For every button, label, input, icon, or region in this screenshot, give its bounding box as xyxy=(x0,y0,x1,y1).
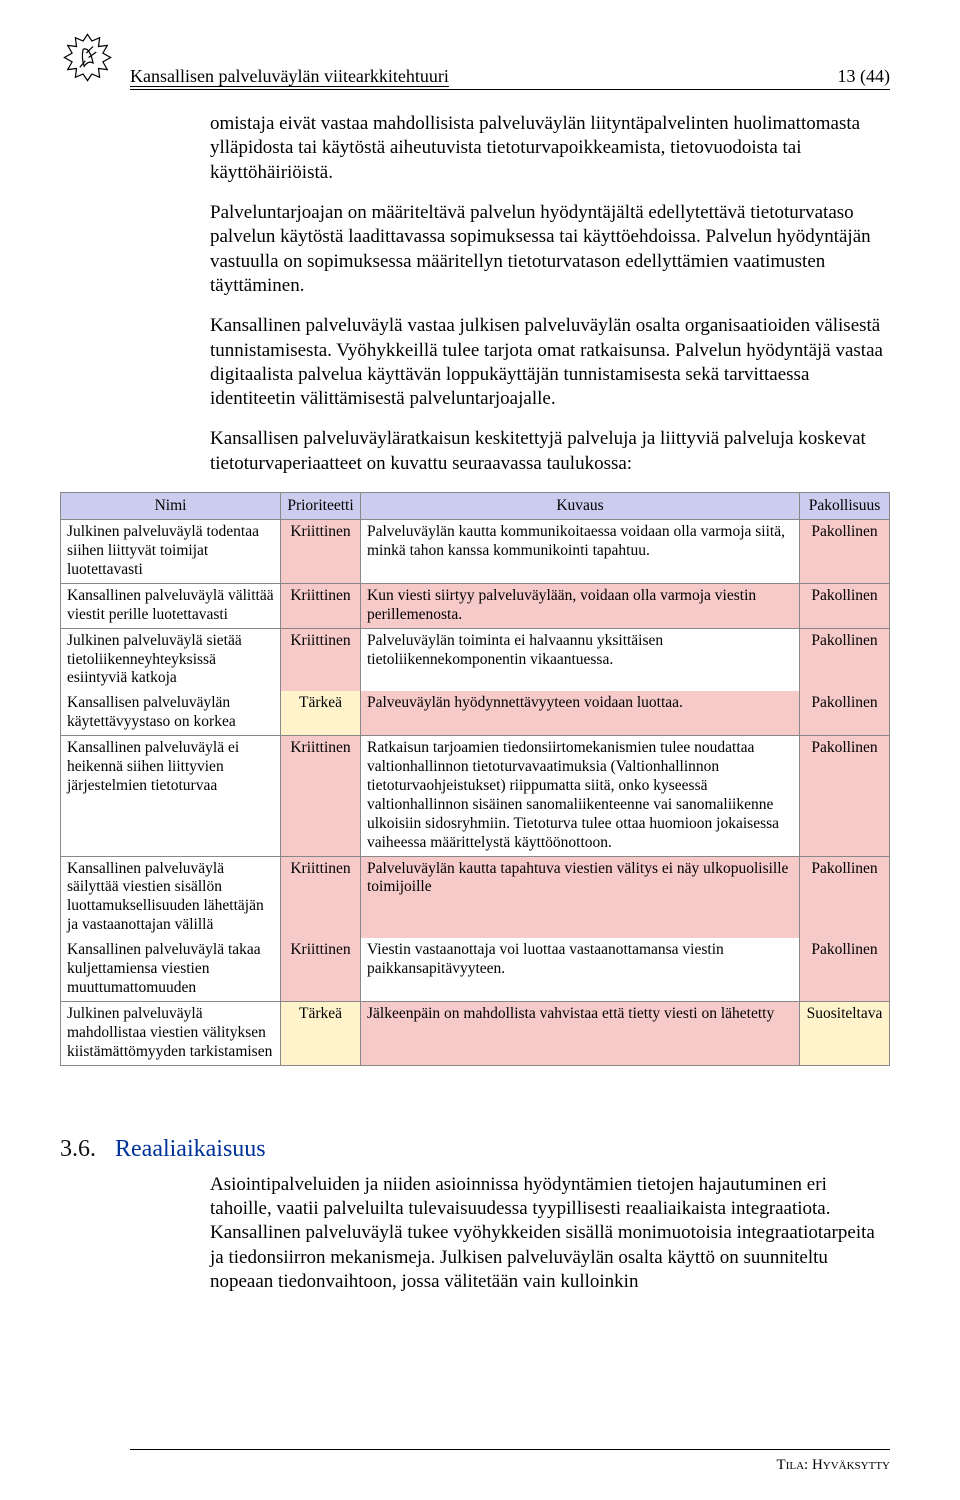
cell-pakollisuus: Pakollinen xyxy=(800,628,890,691)
cell-pakollisuus: Pakollinen xyxy=(800,583,890,628)
cell-kuvaus: Kun viesti siirtyy palveluväylään, voida… xyxy=(361,583,800,628)
footer-label: Tila: xyxy=(777,1457,812,1473)
col-header-prio: Prioriteetti xyxy=(281,493,361,520)
cell-nimi: Julkinen palveluväylä sietää tietoliiken… xyxy=(61,628,281,691)
cell-kuvaus: Palveuväylän hyödynnettävyyteen voidaan … xyxy=(361,691,800,735)
section-paragraph: Asiointipalveluiden ja niiden asioinniss… xyxy=(210,1173,890,1295)
cell-nimi: Julkinen palveluväylä mahdollistaa viest… xyxy=(61,1001,281,1065)
cell-nimi: Kansallinen palveluväylä takaa kuljettam… xyxy=(61,938,281,1001)
cell-prioriteetti: Kriittinen xyxy=(281,856,361,938)
body-paragraph: Kansallinen palveluväylä vastaa julkisen… xyxy=(210,314,890,411)
section-title: Reaaliaikaisuus xyxy=(115,1136,266,1163)
table-row: Kansallinen palveluväylä säilyttää viest… xyxy=(61,856,890,938)
table-row: Kansallisen palveluväylän käytettävyysta… xyxy=(61,691,890,735)
table-header-row: Nimi Prioriteetti Kuvaus Pakollisuus xyxy=(61,493,890,520)
cell-kuvaus: Ratkaisun tarjoamien tiedonsiirtomekanis… xyxy=(361,736,800,856)
cell-prioriteetti: Kriittinen xyxy=(281,628,361,691)
table-row: Kansallinen palveluväylä välittää viesti… xyxy=(61,583,890,628)
cell-kuvaus: Palveluväylän kautta kommunikoitaessa vo… xyxy=(361,520,800,584)
body-paragraph: Kansallisen palveluväyläratkaisun keskit… xyxy=(210,427,890,476)
cell-nimi: Kansallinen palveluväylä välittää viesti… xyxy=(61,583,281,628)
document-title: Kansallisen palveluväylän viitearkkiteht… xyxy=(130,66,449,87)
cell-kuvaus: Jälkeenpäin on mahdollista vahvistaa ett… xyxy=(361,1001,800,1065)
cell-pakollisuus: Pakollinen xyxy=(800,938,890,1001)
header-title-row: Kansallisen palveluväylän viitearkkiteht… xyxy=(130,66,890,90)
cell-pakollisuus: Pakollinen xyxy=(800,736,890,856)
table-row: Julkinen palveluväylä todentaa siihen li… xyxy=(61,520,890,584)
cell-nimi: Kansallinen palveluväylä säilyttää viest… xyxy=(61,856,281,938)
cell-pakollisuus: Suositeltava xyxy=(800,1001,890,1065)
table-row: Julkinen palveluväylä sietää tietoliiken… xyxy=(61,628,890,691)
cell-nimi: Julkinen palveluväylä todentaa siihen li… xyxy=(61,520,281,584)
section-heading: 3.6. Reaaliaikaisuus xyxy=(60,1136,890,1163)
footer-value: Hyväksytty xyxy=(812,1457,890,1473)
body-paragraph: Palveluntarjoajan on määriteltävä palvel… xyxy=(210,201,890,298)
cell-pakollisuus: Pakollinen xyxy=(800,520,890,584)
cell-pakollisuus: Pakollinen xyxy=(800,856,890,938)
col-header-nimi: Nimi xyxy=(61,493,281,520)
document-page: Kansallisen palveluväylän viitearkkiteht… xyxy=(0,0,960,1500)
body-paragraph: omistaja eivät vastaa mahdollisista palv… xyxy=(210,112,890,185)
cell-pakollisuus: Pakollinen xyxy=(800,691,890,735)
table-row: Kansallinen palveluväylä takaa kuljettam… xyxy=(61,938,890,1001)
cell-prioriteetti: Kriittinen xyxy=(281,938,361,1001)
table-row: Julkinen palveluväylä mahdollistaa viest… xyxy=(61,1001,890,1065)
section-body: Asiointipalveluiden ja niiden asioinniss… xyxy=(210,1173,890,1295)
cell-nimi: Kansallisen palveluväylän käytettävyysta… xyxy=(61,691,281,735)
section-number: 3.6. xyxy=(60,1136,115,1163)
logo-cell xyxy=(60,30,130,90)
cell-prioriteetti: Kriittinen xyxy=(281,583,361,628)
cell-nimi: Kansallinen palveluväylä ei heikennä sii… xyxy=(61,736,281,856)
table-row: Kansallinen palveluväylä ei heikennä sii… xyxy=(61,736,890,856)
page-number: 13 (44) xyxy=(838,66,891,87)
cell-prioriteetti: Tärkeä xyxy=(281,1001,361,1065)
page-header: Kansallisen palveluväylän viitearkkiteht… xyxy=(60,30,890,90)
col-header-pak: Pakollisuus xyxy=(800,493,890,520)
lion-crest-icon xyxy=(60,30,115,85)
cell-kuvaus: Palveluväylän kautta tapahtuva viestien … xyxy=(361,856,800,938)
footer-rule xyxy=(130,1449,890,1450)
footer-status: Tila: Hyväksytty xyxy=(777,1457,890,1474)
body-text-block: omistaja eivät vastaa mahdollisista palv… xyxy=(210,112,890,476)
cell-kuvaus: Palveluväylän toiminta ei halvaannu yksi… xyxy=(361,628,800,691)
cell-prioriteetti: Kriittinen xyxy=(281,736,361,856)
col-header-kuvaus: Kuvaus xyxy=(361,493,800,520)
cell-prioriteetti: Kriittinen xyxy=(281,520,361,584)
requirements-table: Nimi Prioriteetti Kuvaus Pakollisuus Jul… xyxy=(60,492,890,1066)
cell-prioriteetti: Tärkeä xyxy=(281,691,361,735)
cell-kuvaus: Viestin vastaanottaja voi luottaa vastaa… xyxy=(361,938,800,1001)
